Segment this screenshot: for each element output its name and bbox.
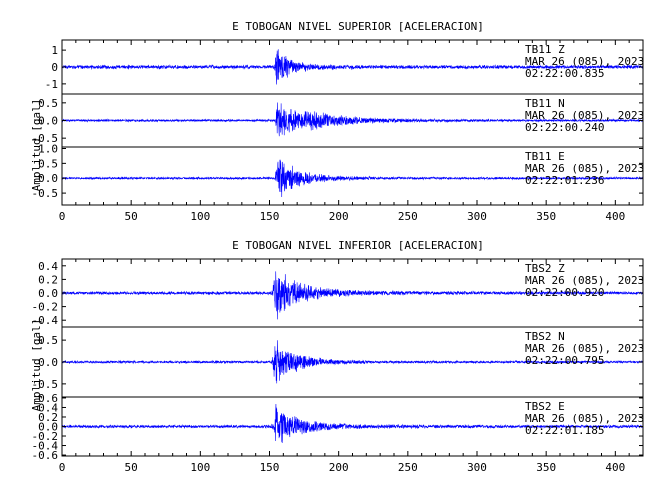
record-time: 02:22:00.835 (525, 67, 604, 80)
y-tick-label: 1.0 (38, 142, 58, 155)
y-tick-label: -1 (45, 78, 58, 91)
x-tick-label: 50 (125, 461, 138, 474)
y-tick-label: 0.0 (38, 287, 58, 300)
figure-2-x-axis: 0 50 100 150 200 250 300 350 400 (59, 259, 644, 474)
y-tick-label: 0.0 (38, 421, 58, 434)
station-label: TBS2 Z (525, 262, 565, 275)
x-tick-label: 100 (190, 210, 210, 223)
waveform-trace (61, 271, 644, 320)
x-tick-label: 350 (536, 461, 556, 474)
x-tick-label: 50 (125, 210, 138, 223)
station-label: TB11 E (525, 150, 565, 163)
y-tick-label: 0.4 (38, 401, 58, 414)
x-tick-label: 200 (329, 461, 349, 474)
record-date: MAR 26 (085), 2023 (525, 342, 644, 355)
record-date: MAR 26 (085), 2023 (525, 412, 644, 425)
y-tick-label: 0.5 (38, 334, 58, 347)
figure-2-title: E TOBOGAN NIVEL INFERIOR [ACELERACION] (232, 239, 484, 252)
y-tick-label: 0.0 (38, 115, 58, 128)
record-time: 02:22:01.185 (525, 424, 604, 437)
x-tick-label: 300 (467, 210, 487, 223)
x-tick-label: 250 (398, 461, 418, 474)
x-tick-label: 100 (190, 461, 210, 474)
x-tick-label: 150 (260, 210, 280, 223)
figure-2-ylabel: Amplitud [gal] (30, 319, 43, 412)
waveform-trace (61, 49, 644, 85)
y-tick-label: -0.5 (32, 132, 59, 145)
x-tick-label: 150 (260, 461, 280, 474)
y-tick-label: -0.2 (32, 301, 59, 314)
y-tick-label: -0.2 (32, 430, 59, 443)
record-time: 02:22:00.920 (525, 286, 604, 299)
station-label: TBS2 E (525, 400, 565, 413)
station-label: TBS2 N (525, 330, 565, 343)
record-date: MAR 26 (085), 2023 (525, 55, 644, 68)
x-tick-label: 400 (605, 210, 625, 223)
record-date: MAR 26 (085), 2023 (525, 162, 644, 175)
y-tick-label: -0.4 (32, 314, 59, 327)
figure-1-ylabel: Amplitud [gal] (30, 99, 43, 192)
figure-1-x-axis: 0 50 100 150 200 250 300 350 400 (59, 40, 644, 223)
record-date: MAR 26 (085), 2023 (525, 109, 644, 122)
record-date: MAR 26 (085), 2023 (525, 274, 644, 287)
x-tick-label: 250 (398, 210, 418, 223)
y-tick-label: -0.4 (32, 440, 59, 453)
y-tick-label: -0.5 (32, 378, 59, 391)
y-tick-label: -0.5 (32, 187, 59, 200)
x-tick-label: 350 (536, 210, 556, 223)
y-tick-label: 0.2 (38, 411, 58, 424)
x-tick-label: 400 (605, 461, 625, 474)
y-tick-label: 0.6 (38, 392, 58, 405)
figure-1-title: E TOBOGAN NIVEL SUPERIOR [ACELERACION] (232, 20, 484, 33)
x-tick-label: 0 (59, 461, 66, 474)
y-tick-label: 1 (51, 44, 58, 57)
y-tick-label: 0.0 (38, 172, 58, 185)
waveform-trace (61, 159, 644, 198)
y-tick-label: 0 (51, 61, 58, 74)
record-time: 02:22:00.795 (525, 354, 604, 367)
x-tick-label: 0 (59, 210, 66, 223)
y-tick-label: 0.4 (38, 260, 58, 273)
waveform-trace (61, 102, 644, 137)
waveform-trace (61, 404, 644, 444)
y-tick-label: 0.2 (38, 273, 58, 286)
x-tick-label: 200 (329, 210, 349, 223)
x-tick-label: 300 (467, 461, 487, 474)
y-tick-label: -0.6 (32, 449, 59, 462)
record-time: 02:22:00.240 (525, 121, 604, 134)
y-tick-label: 0.5 (38, 97, 58, 110)
y-tick-label: 0.0 (38, 356, 58, 369)
y-tick-label: 0.5 (38, 157, 58, 170)
station-label: TB11 N (525, 97, 565, 110)
record-time: 02:22:01.236 (525, 174, 604, 187)
waveform-trace (61, 340, 644, 384)
station-label: TB11 Z (525, 43, 565, 56)
